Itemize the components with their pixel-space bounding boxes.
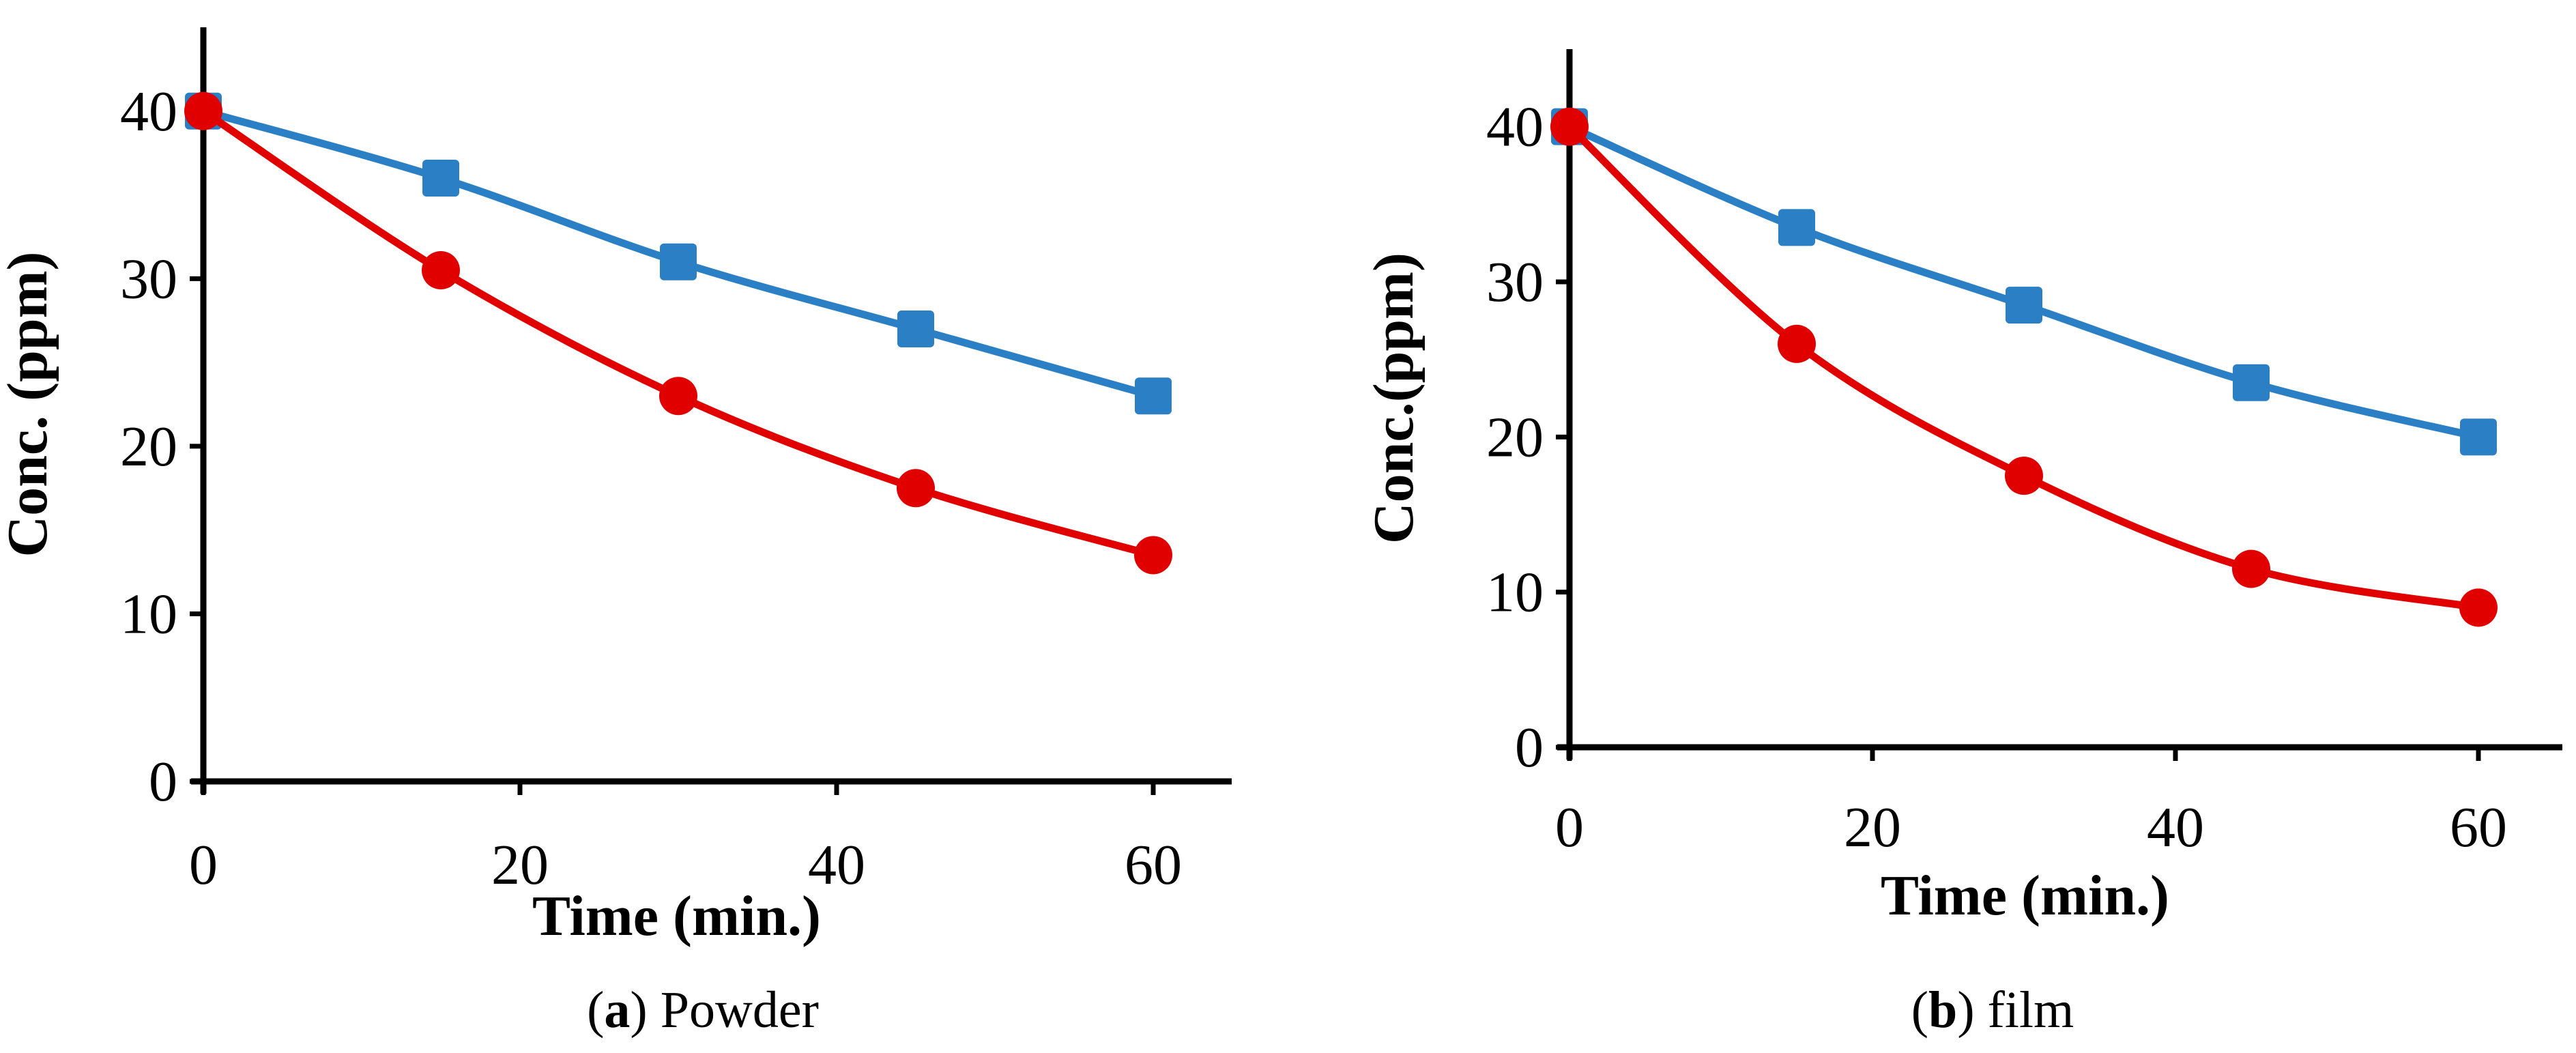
chart-panel-b: 0 10 20 30 40 0 20 40 60 Time (min.) Conc.(ppm) (1362, 49, 2562, 927)
panel-a-series-red-circles-point-30 (659, 377, 697, 416)
panel-b-x-tick-label-20: 20 (1844, 796, 1901, 859)
panel-a-series-red-circles-point-15 (422, 251, 460, 290)
panel-b-series-red-circles-point-0 (1550, 107, 1589, 146)
panel-a-y-axis-title: Conc. (ppm) (0, 251, 59, 557)
panel-b-x-tick-label-60: 60 (2450, 796, 2507, 859)
caption-a-letter: a (604, 981, 630, 1039)
panel-a-x-tick-label-40: 40 (808, 833, 865, 897)
panel-a-x-axis-title: Time (min.) (532, 884, 821, 948)
panel-b-series-blue-squares-point-30 (2006, 287, 2042, 324)
caption-b: (b) film (1911, 981, 2074, 1039)
panel-b-series-blue-squares-point-60 (2460, 418, 2497, 456)
panel-b-series-blue-squares-line (1565, 123, 2483, 441)
panel-a-series-blue-squares-point-45 (897, 311, 934, 347)
chart-panel-a: 0 10 20 30 40 0 20 40 60 Time (min.) Conc. (ppm) (0, 27, 1232, 948)
panel-a-series-blue-squares-point-60 (1135, 377, 1172, 415)
panel-b-y-axis-title: Conc.(ppm) (1362, 253, 1426, 544)
panel-b-x-tick-label-40: 40 (2147, 796, 2204, 859)
panel-a-series-blue-squares-point-15 (422, 160, 459, 197)
panel-a-series-red-circles-point-60 (1134, 536, 1172, 575)
panel-b-series-blue-squares-point-45 (2233, 364, 2270, 401)
panel-a-x-tick-label-0: 0 (189, 833, 218, 897)
panel-b-y-tick-label-10: 10 (1486, 561, 1544, 624)
panel-a-series-red-circles-point-45 (897, 469, 935, 508)
panel-b-series-red-circles-point-30 (2005, 457, 2043, 495)
panel-a-y-tick-label-30: 30 (120, 247, 177, 311)
caption-a: (a) Powder (587, 981, 819, 1039)
panel-a-series-red-circles-line (199, 107, 1157, 559)
panel-b-y-tick-label-0: 0 (1515, 716, 1544, 779)
panel-b-y-tick-label-40: 40 (1486, 96, 1544, 159)
panel-a-y-tick-label-0: 0 (149, 750, 177, 813)
panel-b-series-red-circles-point-15 (1778, 324, 1816, 363)
panel-a-x-tick-label-20: 20 (491, 833, 549, 897)
panel-b-series-blue-squares-point-15 (1778, 209, 1815, 246)
caption-b-letter: b (1928, 981, 1957, 1039)
panel-a-y-tick-label-10: 10 (120, 582, 177, 646)
panel-b-y-tick-label-30: 30 (1486, 250, 1544, 314)
panel-a-x-tick-label-60: 60 (1125, 833, 1182, 897)
panel-a-y-tick-label-20: 20 (120, 415, 177, 478)
panel-a-y-tick-label-40: 40 (120, 80, 177, 143)
caption-a-text: Powder (661, 981, 819, 1039)
panel-b-series-red-circles-point-60 (2459, 588, 2498, 627)
panel-a-series-blue-squares-point-30 (660, 243, 697, 280)
panel-b-x-axis-title: Time (min.) (1881, 864, 2169, 927)
panel-b-y-tick-label-20: 20 (1486, 405, 1544, 469)
panel-a-series-red-circles-point-0 (184, 91, 222, 130)
panel-b-x-tick-label-0: 0 (1555, 796, 1584, 859)
panel-b-series-red-circles-point-45 (2232, 549, 2270, 588)
panel-b-series-red-circles-line (1565, 123, 2483, 611)
caption-b-text: film (1988, 981, 2074, 1039)
